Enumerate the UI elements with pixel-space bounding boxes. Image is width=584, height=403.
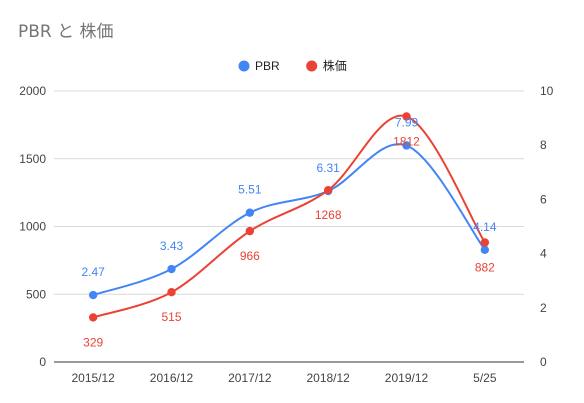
data-point[interactable]	[245, 208, 255, 217]
left-tick-label: 0	[39, 355, 46, 369]
right-tick-label: 4	[540, 247, 547, 261]
data-point[interactable]	[480, 238, 490, 247]
right-tick-label: 6	[540, 192, 547, 206]
right-axis-ticks: 0 2 4 6 8 10	[540, 84, 554, 369]
series-points	[88, 112, 490, 322]
data-label: 3.43	[160, 239, 184, 253]
right-tick-label: 10	[540, 84, 554, 98]
right-tick-label: 2	[540, 301, 547, 315]
data-label: 7.99	[395, 115, 419, 129]
data-label: 882	[475, 260, 495, 274]
data-point[interactable]	[88, 290, 98, 300]
data-label: 4.14	[473, 220, 497, 234]
x-tick-label: 5/25	[473, 371, 497, 385]
data-label: 966	[240, 249, 260, 263]
series-lines	[92, 114, 486, 319]
legend-label: 株価	[323, 58, 347, 73]
gridlines	[54, 90, 524, 363]
legend-label: PBR	[255, 59, 280, 73]
data-label: 5.51	[238, 183, 262, 197]
x-tick-label: 2017/12	[228, 371, 272, 385]
series-line-0	[92, 143, 486, 297]
data-point[interactable]	[402, 112, 411, 121]
data-point[interactable]	[402, 141, 411, 150]
left-tick-label: 500	[26, 287, 46, 301]
data-label: 2.47	[81, 265, 105, 279]
data-labels: 2.47 3.43 5.51 6.31 7.99 4.14 329 515 966 1268 181…	[81, 115, 496, 349]
left-tick-label: 1000	[19, 220, 46, 234]
legend-marker	[306, 60, 318, 72]
legend-marker	[238, 60, 250, 72]
data-point[interactable]	[167, 288, 176, 297]
data-point[interactable]	[323, 185, 333, 195]
data-label: 1812	[393, 134, 420, 148]
series-line-1	[92, 114, 486, 319]
right-tick-label: 0	[540, 355, 547, 369]
data-label: 329	[83, 335, 103, 349]
data-label: 515	[161, 310, 181, 324]
left-tick-label: 1500	[19, 152, 46, 166]
data-label: 1268	[315, 208, 342, 222]
data-point[interactable]	[167, 264, 176, 274]
x-tick-label: 2015/12	[71, 371, 115, 385]
chart-title: PBR と 株価	[18, 22, 114, 42]
right-tick-label: 8	[540, 138, 547, 152]
x-tick-label: 2019/12	[385, 371, 429, 385]
data-point[interactable]	[245, 226, 255, 236]
x-tick-label: 2016/12	[150, 371, 194, 385]
x-axis-ticks: 2015/12 2016/12 2017/12 2018/12 2019/12 5/25	[71, 371, 496, 385]
legend: PBR 株価	[238, 58, 347, 73]
left-tick-label: 2000	[19, 84, 46, 98]
x-tick-label: 2018/12	[306, 371, 350, 385]
left-axis-ticks: 0 500 1000 1500 2000	[19, 84, 46, 369]
data-label: 6.31	[316, 161, 340, 175]
data-point[interactable]	[88, 313, 98, 322]
data-point[interactable]	[480, 245, 490, 255]
